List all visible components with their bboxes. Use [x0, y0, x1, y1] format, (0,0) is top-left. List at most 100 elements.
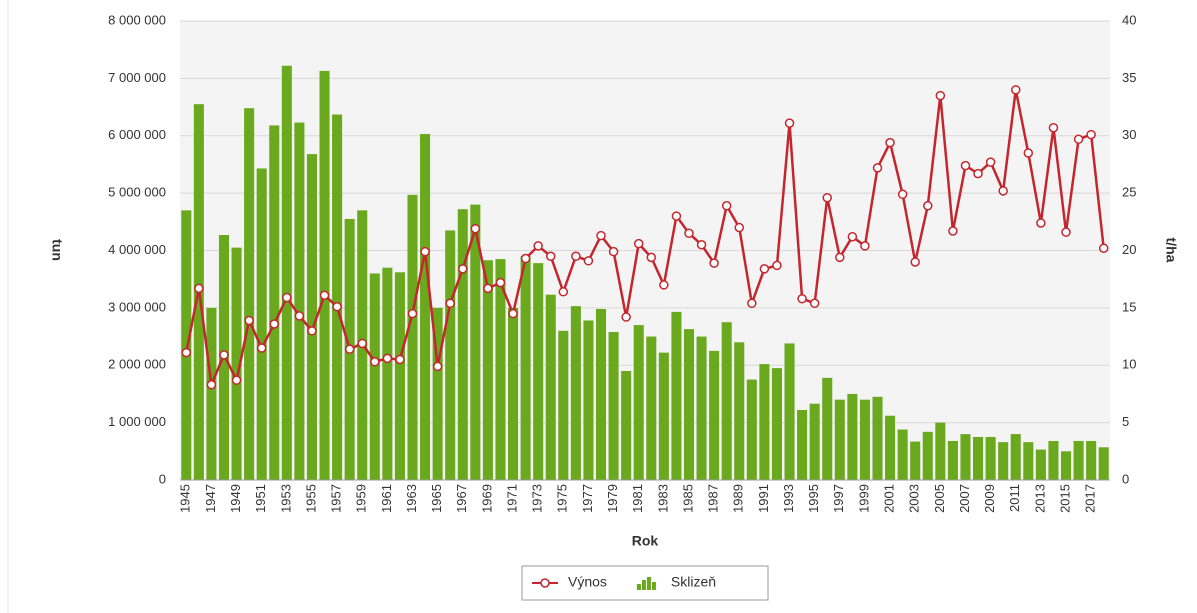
bar	[834, 399, 845, 480]
line-marker	[772, 260, 782, 271]
x-tick-label: 1951	[253, 484, 268, 513]
bar	[872, 396, 883, 480]
x-tick-label: 2013	[1032, 484, 1047, 513]
line-marker	[973, 168, 983, 179]
bar	[910, 441, 921, 480]
bar	[759, 364, 770, 480]
line-marker	[219, 350, 229, 360]
line-marker	[533, 241, 543, 251]
line-marker	[671, 211, 682, 221]
y2-tick-label: 40	[1122, 12, 1136, 27]
line-marker	[646, 252, 657, 263]
x-tick-label: 1995	[806, 484, 821, 513]
line-marker	[847, 231, 858, 242]
y2-tick-label: 35	[1122, 70, 1136, 85]
line-marker	[1023, 148, 1034, 158]
y2-axis-title: t/ha	[1163, 238, 1179, 263]
line-marker	[357, 338, 367, 349]
bar	[935, 422, 946, 480]
bar	[646, 336, 657, 480]
line-marker	[382, 353, 393, 364]
bar	[432, 307, 443, 480]
bar	[244, 108, 255, 481]
bar	[608, 331, 619, 480]
line-marker	[1010, 85, 1021, 95]
bar	[583, 320, 594, 480]
line-marker	[520, 253, 531, 264]
line-marker	[784, 118, 795, 128]
y2-tick-label: 30	[1122, 127, 1136, 142]
line-marker	[1098, 243, 1109, 253]
y2-tick-label: 10	[1122, 357, 1136, 372]
y-tick-label: 3 000 000	[108, 299, 166, 314]
line-marker	[659, 280, 669, 290]
line-marker	[948, 226, 958, 236]
x-tick-label: 2011	[1007, 484, 1022, 512]
bar	[947, 440, 958, 480]
bar	[797, 410, 808, 480]
line-marker	[181, 347, 192, 358]
bar	[445, 230, 456, 480]
y2-tick-label: 20	[1122, 242, 1136, 257]
bar	[394, 272, 405, 480]
line-marker	[194, 283, 204, 294]
y-axis-title: tun	[49, 239, 65, 261]
bar	[859, 399, 870, 480]
bar	[269, 125, 280, 481]
x-tick-label: 1981	[630, 484, 645, 513]
bar	[696, 336, 707, 480]
line-marker	[206, 380, 217, 390]
x-tick-label: 2017	[1083, 484, 1098, 513]
x-tick-label: 1999	[856, 484, 871, 513]
x-tick-label: 2015	[1057, 484, 1072, 513]
bar	[633, 325, 644, 480]
bar	[973, 436, 984, 480]
bar	[508, 307, 519, 480]
line-marker	[420, 246, 430, 257]
x-tick-label: 2001	[882, 484, 897, 513]
bar	[382, 267, 393, 480]
line-marker	[734, 222, 745, 233]
line-marker	[294, 311, 305, 321]
line-marker	[960, 160, 971, 171]
bar	[1010, 434, 1021, 480]
bar	[294, 122, 305, 481]
bar	[1086, 440, 1097, 480]
line-marker	[935, 90, 946, 101]
x-tick-label: 1993	[781, 484, 796, 513]
bar	[332, 114, 343, 481]
bar	[407, 194, 418, 480]
bar	[671, 311, 682, 480]
y-tick-label: 4 000 000	[108, 242, 166, 257]
line-marker	[583, 256, 594, 266]
line-marker	[1073, 134, 1084, 144]
bar	[721, 322, 732, 480]
line-marker	[332, 301, 342, 312]
line-marker	[696, 240, 707, 250]
legend-label: Sklizeň	[671, 574, 716, 590]
bar	[1023, 442, 1034, 480]
line-marker	[822, 192, 832, 203]
line-marker	[1036, 218, 1046, 228]
y-tick-label: 7 000 000	[108, 70, 166, 85]
x-tick-label: 1969	[479, 484, 494, 513]
line-marker	[1048, 122, 1059, 133]
x-tick-label: 1983	[655, 484, 670, 513]
line-marker	[897, 189, 908, 200]
x-tick-label: 1985	[680, 484, 695, 513]
line-marker	[1061, 227, 1071, 237]
bar	[683, 329, 695, 480]
bar	[734, 342, 745, 480]
bar	[922, 431, 933, 480]
line-marker	[256, 343, 267, 353]
x-tick-label: 1963	[404, 484, 419, 513]
bar	[457, 209, 468, 480]
legend-icon	[540, 578, 550, 588]
line-marker	[545, 251, 556, 261]
legend-icon	[651, 582, 656, 590]
line-marker	[231, 375, 242, 385]
x-tick-label: 1971	[504, 484, 519, 513]
line-marker	[721, 200, 732, 211]
